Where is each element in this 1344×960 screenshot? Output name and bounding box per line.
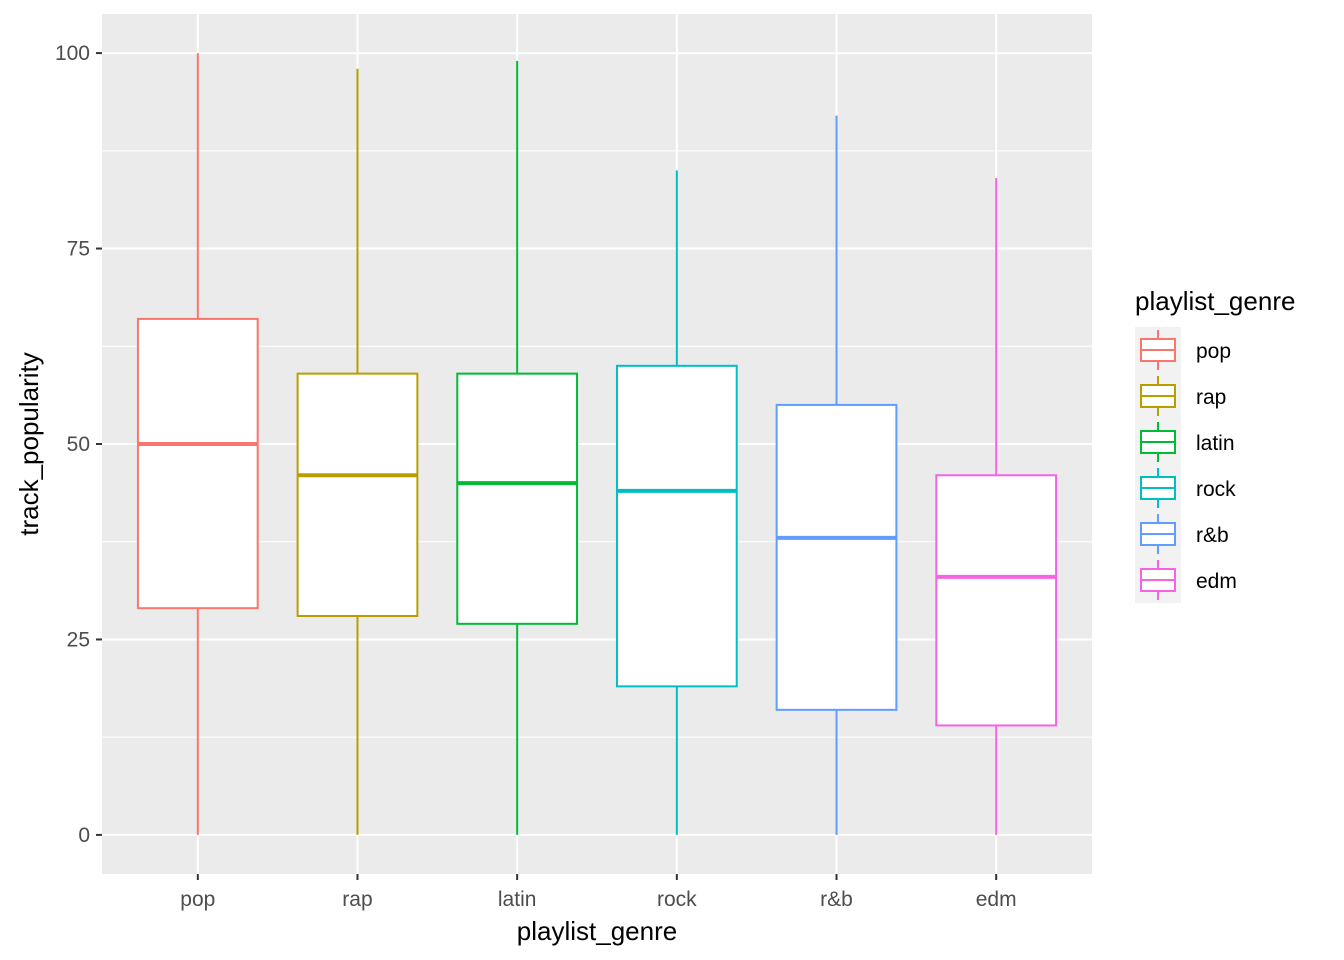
y-tick-label: 25 [67, 628, 90, 651]
legend-label: edm [1196, 570, 1237, 593]
grid-minor [102, 150, 1092, 738]
legend-label: rock [1196, 478, 1236, 501]
box-rock [615, 170, 738, 835]
legend-key-background [1135, 327, 1181, 603]
y-axis-title: track_popularity [14, 352, 44, 536]
legend: playlist_genre pop rap latin rock r&b edm [1135, 286, 1295, 603]
legend-label: pop [1196, 340, 1231, 363]
box-iqr [296, 372, 419, 617]
y-tick-label: 50 [67, 433, 90, 456]
legend-item-r&b: r&b [1140, 514, 1229, 554]
x-tick-label: pop [180, 888, 215, 911]
legend-label: rap [1196, 386, 1226, 409]
legend-title: playlist_genre [1135, 286, 1295, 316]
x-tick-label: rap [342, 888, 372, 911]
legend-label: latin [1196, 432, 1235, 455]
y-tick-label: 100 [55, 42, 90, 65]
box-iqr [615, 364, 738, 688]
y-axis: 0 25 50 75 100 [55, 42, 102, 847]
x-tick-label: latin [498, 888, 537, 911]
legend-item-rap: rap [1140, 376, 1226, 416]
legend-item-edm: edm [1140, 560, 1237, 600]
box-rap [296, 68, 419, 835]
boxes [136, 53, 1058, 835]
x-tick-label: rock [657, 888, 697, 911]
x-axis-title: playlist_genre [517, 916, 677, 946]
legend-items: pop rap latin rock r&b edm [1140, 330, 1237, 600]
y-tick-label: 75 [67, 238, 90, 261]
legend-label: r&b [1196, 524, 1229, 547]
box-iqr [136, 317, 259, 610]
legend-item-pop: pop [1140, 330, 1231, 370]
box-pop [136, 53, 259, 835]
legend-item-latin: latin [1140, 422, 1235, 462]
y-tick-label: 0 [78, 824, 90, 847]
x-tick-label: r&b [820, 888, 853, 911]
box-iqr [456, 372, 579, 625]
box-iqr [935, 474, 1058, 727]
legend-item-rock: rock [1140, 468, 1236, 508]
box-r&b [775, 115, 898, 835]
x-axis: pop rap latin rock r&b edm [180, 874, 1017, 911]
box-latin [456, 60, 579, 835]
box-iqr [775, 403, 898, 711]
x-tick-label: edm [976, 888, 1017, 911]
box-edm [935, 178, 1058, 835]
